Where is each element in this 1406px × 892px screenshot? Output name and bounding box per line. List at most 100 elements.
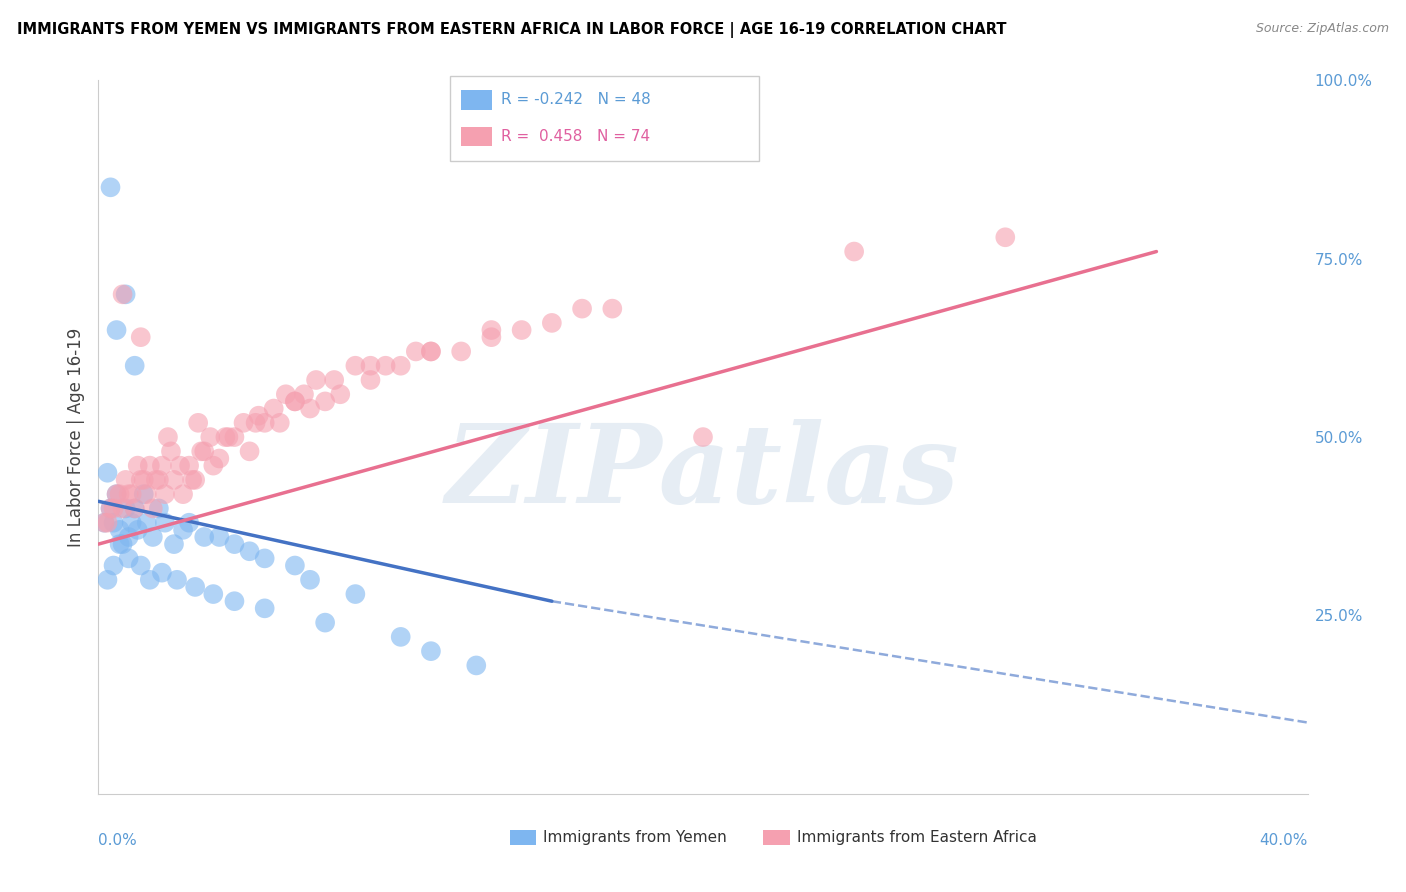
Point [105,487,128,501]
Point [314,394,336,409]
Point [135,487,157,501]
FancyBboxPatch shape [763,830,790,846]
FancyBboxPatch shape [509,830,536,846]
Point [111,287,134,301]
Point [284,394,307,409]
Point [179,458,201,473]
Point [100,180,122,194]
Point [105,323,128,337]
Point [274,387,297,401]
Point [127,523,149,537]
Point [269,416,291,430]
Point [142,501,165,516]
Point [148,501,170,516]
Point [184,580,207,594]
Point [224,594,246,608]
Point [344,587,367,601]
Point [187,416,209,430]
Point [139,458,162,473]
Point [108,487,131,501]
Point [172,487,194,501]
Point [208,451,231,466]
Point [253,416,276,430]
Point [360,359,382,373]
Point [93,516,115,530]
Point [118,551,141,566]
Point [127,458,149,473]
Text: 40.0%: 40.0% [1260,833,1308,848]
Point [305,373,328,387]
Point [181,473,204,487]
Point [96,573,118,587]
Point [253,551,276,566]
Point [481,330,503,344]
Point [132,473,155,487]
Point [105,487,128,501]
Point [100,501,122,516]
Point [374,359,396,373]
Point [156,430,179,444]
Point [100,501,122,516]
Point [510,323,533,337]
Point [405,344,427,359]
Point [124,501,146,516]
Text: IMMIGRANTS FROM YEMEN VS IMMIGRANTS FROM EASTERN AFRICA IN LABOR FORCE | AGE 16-: IMMIGRANTS FROM YEMEN VS IMMIGRANTS FROM… [17,22,1007,38]
Point [132,487,155,501]
Point [160,444,183,458]
Point [153,516,176,530]
Point [450,344,472,359]
Point [323,373,346,387]
Point [239,444,262,458]
Point [299,401,322,416]
Point [96,466,118,480]
Point [163,537,186,551]
Point [129,473,152,487]
Point [208,530,231,544]
Point [389,630,412,644]
Point [172,523,194,537]
Text: Immigrants from Eastern Africa: Immigrants from Eastern Africa [797,830,1038,845]
Point [284,394,307,409]
Point [214,430,236,444]
Point [329,387,352,401]
Point [202,587,225,601]
Point [118,487,141,501]
Point [247,409,270,423]
Point [540,316,562,330]
Point [139,573,162,587]
Point [481,323,503,337]
Text: R =  0.458   N = 74: R = 0.458 N = 74 [501,129,650,144]
Point [994,230,1017,244]
Point [232,416,254,430]
Point [114,501,136,516]
Point [602,301,624,316]
Point [263,401,285,416]
Point [150,566,173,580]
Point [135,516,157,530]
Point [121,516,143,530]
Point [114,287,136,301]
Text: 0.0%: 0.0% [98,833,138,848]
Point [150,458,173,473]
Point [129,558,152,573]
Point [108,537,131,551]
Point [121,487,143,501]
Point [111,501,134,516]
Point [193,444,215,458]
Text: R = -0.242   N = 48: R = -0.242 N = 48 [501,93,651,107]
Point [193,530,215,544]
Point [420,344,443,359]
Point [844,244,866,259]
Point [224,430,246,444]
Point [148,473,170,487]
Point [420,344,443,359]
Point [163,473,186,487]
Point [179,516,201,530]
Point [571,301,593,316]
Point [103,516,125,530]
Point [111,537,134,551]
Y-axis label: In Labor Force | Age 16-19: In Labor Force | Age 16-19 [66,327,84,547]
Text: Source: ZipAtlas.com: Source: ZipAtlas.com [1256,22,1389,36]
Point [108,523,131,537]
Point [124,359,146,373]
